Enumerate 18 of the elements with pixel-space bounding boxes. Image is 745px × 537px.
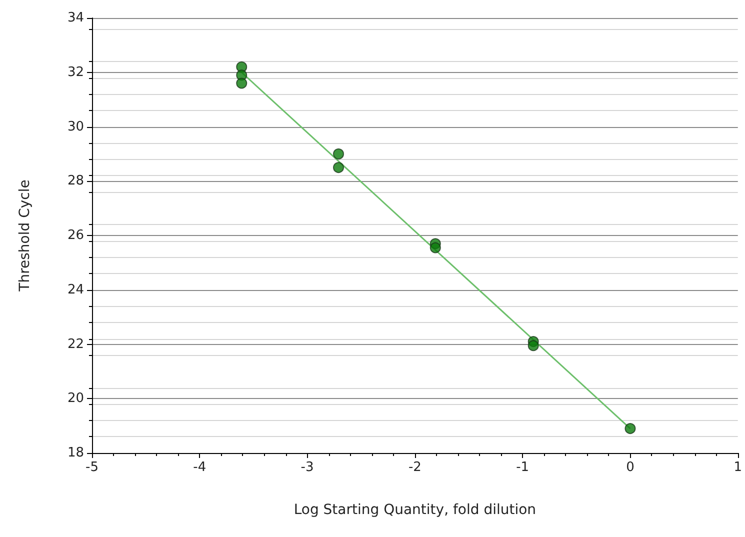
y-tick-label: 26	[67, 228, 84, 243]
y-tick-label: 28	[67, 174, 84, 189]
x-tick-label: -1	[516, 460, 530, 475]
y-axis-title: Threshold Cycle	[17, 180, 33, 292]
x-tick-label: 0	[626, 460, 634, 475]
y-tick-label: 34	[67, 10, 84, 26]
x-tick-label: -3	[300, 460, 314, 475]
y-tick-label: 24	[67, 282, 84, 298]
y-tick-label: 18	[67, 446, 84, 460]
y-tick-label: 30	[67, 119, 84, 134]
x-tick-label: 1	[734, 460, 742, 475]
x-tick-label: -4	[193, 460, 206, 475]
y-tick-label: 20	[67, 391, 84, 406]
x-tick-label: -5	[86, 460, 98, 475]
x-tick-label: -2	[408, 460, 422, 475]
x-axis-title: Log Starting Quantity, fold dilution	[294, 502, 536, 518]
y-tick-label: 32	[67, 64, 84, 80]
y-tick-label: 22	[67, 336, 84, 352]
